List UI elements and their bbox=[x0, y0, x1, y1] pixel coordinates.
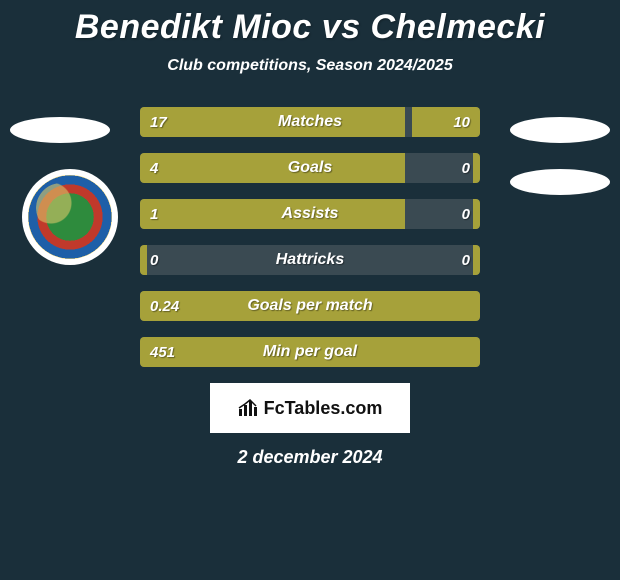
stat-value-right bbox=[460, 337, 480, 367]
stat-row-min-per-goal: 451 Min per goal bbox=[140, 337, 480, 367]
comparison-card: Benedikt Mioc vs Chelmecki Club competit… bbox=[0, 0, 620, 468]
stat-label: Min per goal bbox=[140, 337, 480, 367]
stat-row-matches: 17 Matches 10 bbox=[140, 107, 480, 137]
stat-label: Assists bbox=[140, 199, 480, 229]
page-title: Benedikt Mioc vs Chelmecki bbox=[0, 8, 620, 47]
player-right-placeholder-2 bbox=[510, 169, 610, 195]
player-right-placeholder-1 bbox=[510, 117, 610, 143]
stat-label: Goals bbox=[140, 153, 480, 183]
stats-area: 17 Matches 10 4 Goals 0 1 Assists 0 bbox=[0, 107, 620, 468]
stat-value-right: 10 bbox=[443, 107, 480, 137]
brand-badge[interactable]: FcTables.com bbox=[210, 383, 410, 433]
club-badge-left bbox=[22, 169, 118, 265]
stat-label: Hattricks bbox=[140, 245, 480, 275]
stat-value-right: 0 bbox=[452, 153, 480, 183]
bars-icon bbox=[238, 399, 260, 417]
stat-label: Matches bbox=[140, 107, 480, 137]
brand-text: FcTables.com bbox=[264, 398, 383, 419]
stat-row-assists: 1 Assists 0 bbox=[140, 199, 480, 229]
stat-row-goals: 4 Goals 0 bbox=[140, 153, 480, 183]
stat-value-right bbox=[460, 291, 480, 321]
player-left-placeholder bbox=[10, 117, 110, 143]
footer-date: 2 december 2024 bbox=[0, 447, 620, 468]
club-badge-icon bbox=[28, 175, 112, 259]
stat-row-hattricks: 0 Hattricks 0 bbox=[140, 245, 480, 275]
stat-value-right: 0 bbox=[452, 199, 480, 229]
stat-value-right: 0 bbox=[452, 245, 480, 275]
page-subtitle: Club competitions, Season 2024/2025 bbox=[0, 57, 620, 75]
stat-bars: 17 Matches 10 4 Goals 0 1 Assists 0 bbox=[140, 107, 480, 367]
stat-row-goals-per-match: 0.24 Goals per match bbox=[140, 291, 480, 321]
stat-label: Goals per match bbox=[140, 291, 480, 321]
